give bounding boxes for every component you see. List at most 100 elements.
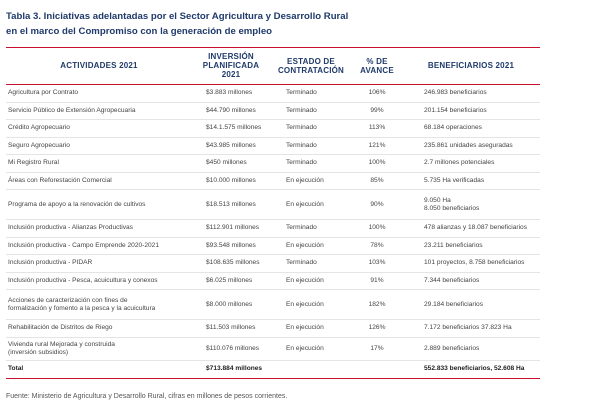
cell-inversion: $3.883 millones: [192, 84, 270, 103]
cell-estado: En ejecución: [270, 272, 352, 290]
cell-estado: Terminado: [270, 154, 352, 173]
cell-avance: 99%: [352, 102, 402, 120]
actividad-line-2: formalización y fomento a la pesca y la …: [8, 304, 156, 312]
cell-beneficiarios: 23.211 beneficiarios: [402, 237, 540, 255]
table-row: Vivienda rural Mejorada y construida (in…: [6, 337, 540, 361]
cell-inversion: $110.076 millones: [192, 337, 270, 361]
cell-beneficiarios: 9.050 Ha 8.050 beneficiarios: [402, 189, 540, 220]
table-row: Inclusión productiva - PIDAR $108.635 mi…: [6, 254, 540, 273]
cell-avance: 78%: [352, 237, 402, 255]
cell-actividad: Mi Registro Rural: [6, 154, 192, 173]
total-estado-empty: [270, 359, 352, 379]
cell-actividad: Agricultura por Contrato: [6, 84, 192, 103]
cell-beneficiarios: 235.861 unidades aseguradas: [402, 137, 540, 155]
source-note: Fuente: Ministerio de Agricultura y Desa…: [6, 393, 288, 400]
cell-beneficiarios: 101 proyectos, 8.758 beneficiarios: [402, 254, 540, 273]
cell-estado: Terminado: [270, 102, 352, 120]
cell-actividad: Programa de apoyo a la renovación de cul…: [6, 189, 192, 220]
cell-inversion: $112.901 millones: [192, 219, 270, 238]
total-row: Total $713.884 millones 552.833 benefici…: [6, 359, 540, 379]
cell-actividad: Acciones de caracterización con fines de…: [6, 289, 192, 320]
cell-inversion: $44.790 millones: [192, 102, 270, 120]
cell-actividad: Inclusión productiva - PIDAR: [6, 254, 192, 273]
cell-inversion: $10.000 millones: [192, 172, 270, 190]
top-rule: [6, 47, 540, 48]
cell-inversion: $6.025 millones: [192, 272, 270, 290]
cell-estado: Terminado: [270, 84, 352, 103]
header-actividades: ACTIVIDADES 2021: [6, 49, 192, 85]
table-row: Mi Registro Rural $450 millones Terminad…: [6, 154, 540, 173]
caption-line-1: Tabla 3. Iniciativas adelantadas por el …: [6, 11, 349, 22]
table-row: Inclusión productiva - Pesca, acuicultur…: [6, 272, 540, 290]
cell-inversion: $450 millones: [192, 154, 270, 173]
cell-avance: 182%: [352, 289, 402, 320]
cell-estado: Terminado: [270, 254, 352, 273]
total-beneficiarios: 552.833 beneficiarios, 52.608 Ha: [402, 359, 540, 379]
cell-beneficiarios: 29.184 beneficiarios: [402, 289, 540, 320]
cell-estado: Terminado: [270, 219, 352, 238]
cell-actividad: Áreas con Reforestación Comercial: [6, 172, 192, 190]
cell-beneficiarios: 478 alianzas y 18.087 beneficiarios: [402, 219, 540, 238]
beneficiarios-line-1: 9.050 Ha: [424, 196, 451, 204]
cell-avance: 113%: [352, 119, 402, 138]
total-avance-empty: [352, 359, 402, 379]
table-row: Áreas con Reforestación Comercial $10.00…: [6, 172, 540, 190]
cell-avance: 121%: [352, 137, 402, 155]
table-row: Seguro Agropecuario $43.985 millones Ter…: [6, 137, 540, 155]
cell-inversion: $93.548 millones: [192, 237, 270, 255]
cell-estado: En ejecución: [270, 172, 352, 190]
actividad-line-1: Vivienda rural Mejorada y construida: [8, 340, 115, 348]
caption-line-2: en el marco del Compromiso con la genera…: [6, 26, 273, 37]
cell-inversion: $18.513 millones: [192, 189, 270, 220]
initiatives-table: ACTIVIDADES 2021 INVERSIÓN PLANIFICADA 2…: [6, 49, 540, 379]
cell-avance: 100%: [352, 154, 402, 173]
header-avance: % DE AVANCE: [352, 49, 402, 85]
cell-avance: 85%: [352, 172, 402, 190]
cell-actividad: Seguro Agropecuario: [6, 137, 192, 155]
cell-avance: 90%: [352, 189, 402, 220]
cell-avance: 126%: [352, 319, 402, 338]
cell-avance: 103%: [352, 254, 402, 273]
cell-beneficiarios: 5.735 Ha verificadas: [402, 172, 540, 190]
cell-estado: En ejecución: [270, 337, 352, 361]
cell-estado: Terminado: [270, 137, 352, 155]
cell-avance: 91%: [352, 272, 402, 290]
cell-beneficiarios: 7.172 beneficiarios 37.823 Ha: [402, 319, 540, 338]
cell-inversion: $43.985 millones: [192, 137, 270, 155]
cell-inversion: $11.503 millones: [192, 319, 270, 338]
cell-actividad: Vivienda rural Mejorada y construida (in…: [6, 337, 192, 361]
cell-beneficiarios: 2.7 millones potenciales: [402, 154, 540, 173]
cell-estado: Terminado: [270, 119, 352, 138]
header-inversion: INVERSIÓN PLANIFICADA 2021: [192, 49, 270, 85]
cell-actividad: Inclusión productiva - Campo Emprende 20…: [6, 237, 192, 255]
cell-actividad: Crédito Agropecuario: [6, 119, 192, 138]
cell-inversion: $14.1.575 millones: [192, 119, 270, 138]
header-row: ACTIVIDADES 2021 INVERSIÓN PLANIFICADA 2…: [6, 49, 540, 85]
cell-actividad: Inclusión productiva - Pesca, acuicultur…: [6, 272, 192, 290]
cell-beneficiarios: 201.154 beneficiarios: [402, 102, 540, 120]
table-row: Programa de apoyo a la renovación de cul…: [6, 189, 540, 220]
cell-estado: En ejecución: [270, 289, 352, 320]
cell-beneficiarios: 246.983 beneficiarios: [402, 84, 540, 103]
cell-beneficiarios: 2.889 beneficiarios: [402, 337, 540, 361]
cell-beneficiarios: 68.184 operaciones: [402, 119, 540, 138]
table-row: Acciones de caracterización con fines de…: [6, 289, 540, 320]
total-label: Total: [6, 359, 192, 379]
cell-avance: 100%: [352, 219, 402, 238]
table-row: Rehabilitación de Distritos de Riego $11…: [6, 319, 540, 338]
cell-actividad: Inclusión productiva - Alianzas Producti…: [6, 219, 192, 238]
cell-estado: En ejecución: [270, 319, 352, 338]
header-beneficiarios: BENEFICIARIOS 2021: [402, 49, 540, 85]
cell-avance: 17%: [352, 337, 402, 361]
header-estado: ESTADO DE CONTRATACIÓN: [270, 49, 352, 85]
cell-avance: 106%: [352, 84, 402, 103]
actividad-line-2: (inversión subsidios): [8, 348, 69, 356]
total-inversion: $713.884 millones: [192, 359, 270, 379]
table-row: Servicio Público de Extensión Agropecuar…: [6, 102, 540, 120]
cell-actividad: Rehabilitación de Distritos de Riego: [6, 319, 192, 338]
cell-beneficiarios: 7.344 beneficiarios: [402, 272, 540, 290]
beneficiarios-line-2: 8.050 beneficiarios: [424, 204, 480, 212]
cell-estado: En ejecución: [270, 237, 352, 255]
actividad-line-1: Acciones de caracterización con fines de: [8, 296, 128, 304]
